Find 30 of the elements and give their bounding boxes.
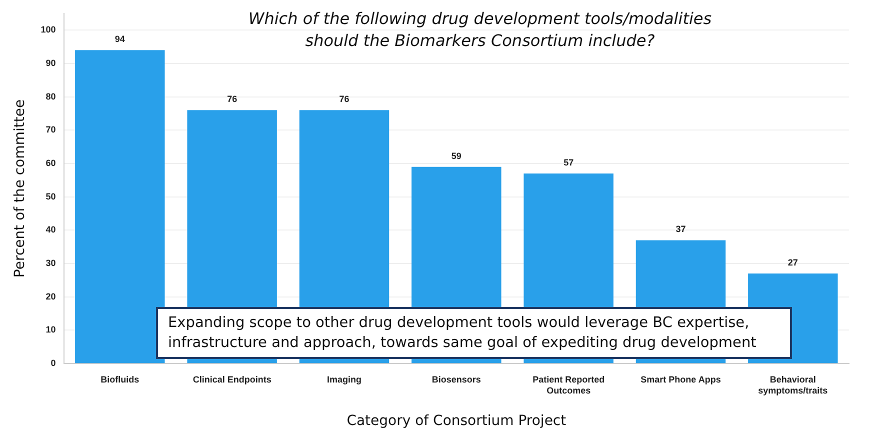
data-label: 57: [564, 157, 574, 168]
y-tick-label: 40: [46, 224, 56, 235]
data-label: 76: [339, 94, 350, 104]
x-tick-label: Biofluids: [100, 374, 140, 384]
x-tick-label: Behavioral symptoms/traits: [758, 374, 828, 396]
y-tick-label: 70: [46, 124, 56, 135]
data-label: 94: [114, 34, 125, 44]
x-tick-label: Smart Phone Apps: [640, 374, 721, 384]
x-tick-label: Biosensors: [432, 374, 481, 384]
data-label: 59: [451, 150, 462, 161]
x-tick-label: Imaging: [326, 374, 362, 384]
data-label: 76: [227, 94, 238, 104]
y-tick-label: 100: [40, 24, 56, 35]
y-tick-label: 10: [46, 324, 56, 335]
bar: [75, 50, 165, 364]
y-tick-label: 60: [46, 158, 56, 168]
y-axis-title: Percent of the committee: [12, 99, 28, 278]
y-tick-label: 90: [46, 58, 56, 68]
data-label: 37: [676, 224, 686, 234]
y-tick-label: 50: [46, 191, 56, 202]
x-axis-title: Category of Consortium Project: [346, 413, 567, 430]
x-tick-label: Clinical Endpoints: [192, 374, 272, 384]
data-label: 27: [788, 258, 798, 268]
callout-box: Expanding scope to other drug development tools would leverage BC expertise, infrastructure and approach, towards same goal of expediting drug development: [156, 307, 792, 359]
y-tick-label: 0: [50, 358, 56, 368]
y-tick-label: 20: [46, 291, 56, 302]
x-tick-label: Patient Reported Outcomes: [532, 374, 605, 396]
text: Which of the following drug development tools/modalities should the Biomarkers Consortium include?: [247, 8, 713, 52]
y-tick-label: 30: [46, 258, 56, 268]
y-tick-label: 80: [46, 91, 56, 102]
